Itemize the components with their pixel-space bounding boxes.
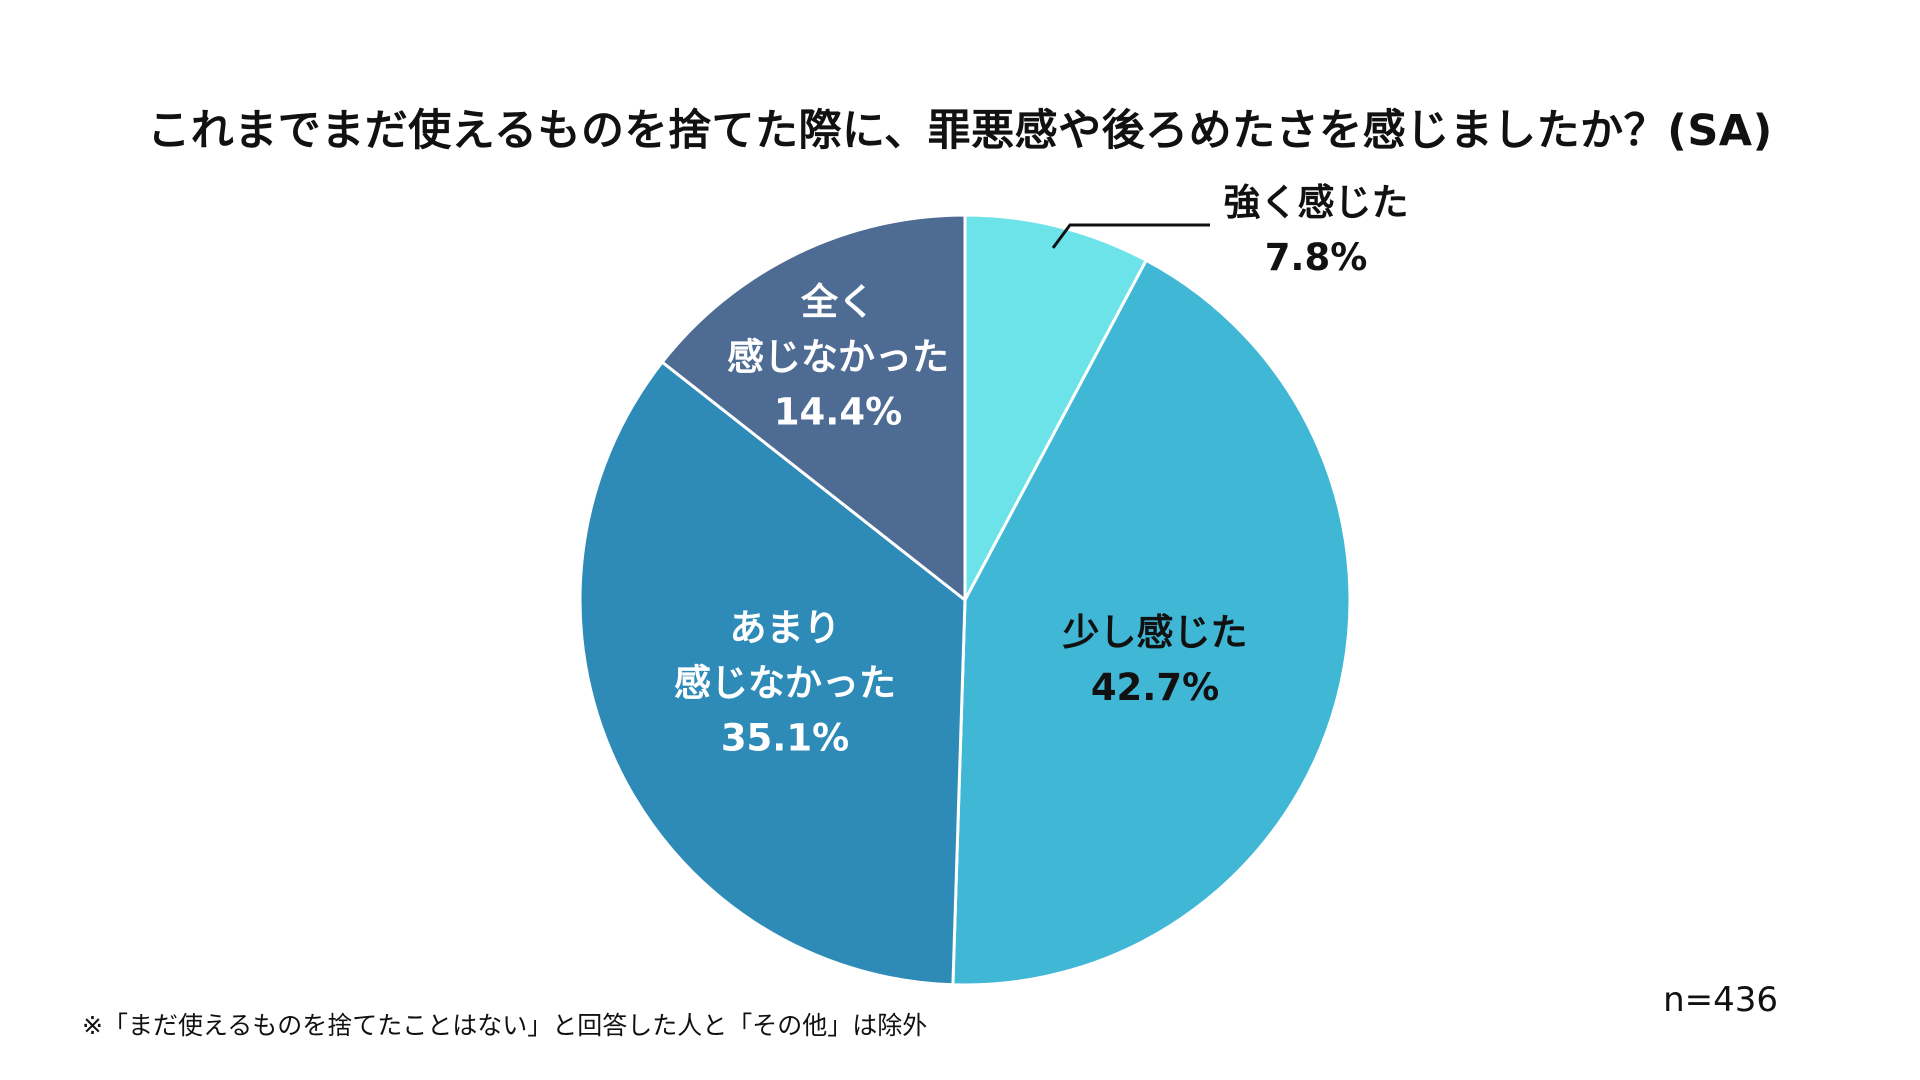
slice-label-2: 少し感じた 42.7% [1063, 605, 1248, 715]
slice-label-text: 全く [801, 280, 875, 324]
pie-slice-4 [660, 213, 967, 604]
slice-label-3: あまり感じなかった 35.1% [674, 601, 896, 766]
pie-slice-2 [951, 258, 1352, 987]
slice-label-text: 少し感じた [1062, 611, 1248, 654]
chart-title: これまでまだ使えるものを捨てた際に、罪悪感や後ろめたさを感じましたか？(SA) [147, 106, 1773, 156]
leader-line-1 [1051, 223, 1210, 249]
slice-label-4: 全く感じなかった 14.4% [727, 275, 949, 440]
footnote: ※「まだ使えるものを捨てたことはない」と回答した人と「その他」は除外 [82, 1011, 928, 1040]
pie-slice-1 [963, 213, 1149, 601]
pie-slice-3 [578, 360, 967, 987]
slice-value-label: 42.7% [1090, 666, 1220, 709]
slice-label-text: 感じなかった [727, 335, 949, 379]
slice-label-text: 感じなかった [674, 661, 896, 705]
slice-label-text: あまり [729, 606, 841, 650]
slice-value-label: 14.4% [773, 390, 903, 434]
slice-value-label: 35.1% [720, 716, 850, 760]
sample-size: n=436 [1663, 980, 1778, 1020]
slice-value-label: 7.8% [1264, 236, 1368, 279]
slice-label-text: 強く感じた [1223, 181, 1409, 224]
slice-label-1: 強く感じた 7.8% [1224, 175, 1409, 285]
